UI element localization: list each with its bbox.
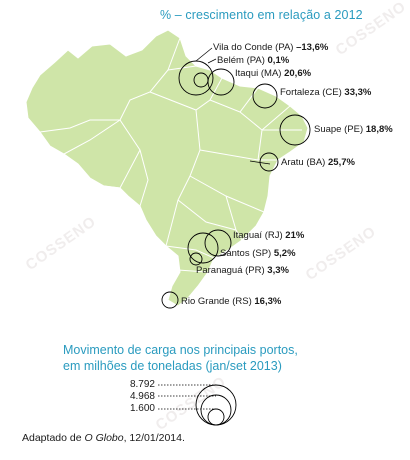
port-circle-paranagua: [189, 252, 203, 266]
legend-value-medium: 4.968: [129, 391, 155, 402]
port-circle-itaqui: [207, 68, 235, 96]
port-value: 18,8%: [365, 124, 393, 135]
port-name: Vila do Conde (PA): [213, 42, 294, 53]
port-name: Rio Grande (RS): [181, 296, 252, 307]
port-name: Suape (PE): [314, 124, 364, 135]
port-circle-itaguai: [204, 229, 232, 257]
state-borders: [39, 37, 302, 273]
port-value: 25,7%: [328, 157, 355, 168]
port-label-itaqui: Itaqui (MA) 20,6%: [235, 68, 311, 79]
port-label-rio-grande: Rio Grande (RS) 16,3%: [181, 296, 281, 307]
port-value: 0,1%: [267, 55, 290, 66]
port-label-suape: Suape (PE) 18,8%: [314, 124, 393, 135]
port-name: Fortaleza (CE): [280, 87, 342, 98]
port-circle-suape: [279, 114, 311, 146]
credit-source: O Globo: [84, 432, 124, 444]
port-name: Itaguaí (RJ): [233, 230, 283, 241]
port-value: 16,3%: [254, 296, 282, 307]
port-name: Itaqui (MA): [235, 68, 282, 79]
port-label-vila-do-conde: Vila do Conde (PA) –13,6%: [213, 42, 328, 53]
port-name: Santos (SP): [220, 248, 272, 259]
legend-value-large: 8.792: [129, 379, 155, 390]
port-name: Paranaguá (PR): [196, 265, 265, 276]
legend-circle-small: [207, 408, 225, 426]
port-circle-fortaleza: [252, 83, 278, 109]
legend-dotted-lines: [158, 384, 216, 410]
legend-title-line1: Movimento de carga nos principais portos…: [63, 343, 298, 357]
port-circle-santos: [187, 232, 219, 264]
port-label-belem: Belém (PA) 0,1%: [217, 55, 289, 66]
legend-circle-medium: [200, 394, 232, 426]
legend-value-small: 1.600: [129, 403, 155, 414]
port-value: 3,3%: [267, 265, 289, 276]
credit-suffix: , 12/01/2014.: [123, 432, 185, 444]
port-label-aratu: Aratu (BA) 25,7%: [281, 157, 355, 168]
port-circle-aratu: [259, 152, 279, 172]
source-credit: Adaptado de O Globo, 12/01/2014.: [22, 432, 185, 444]
legend-title-line2: em milhões de toneladas (jan/set 2013): [63, 359, 282, 373]
port-name: Belém (PA): [217, 55, 265, 66]
port-label-paranagua: Paranaguá (PR) 3,3%: [196, 265, 289, 276]
legend-circles: [195, 384, 237, 426]
port-value: 21%: [285, 230, 305, 241]
port-label-fortaleza: Fortaleza (CE) 33,3%: [280, 87, 371, 98]
port-circle-rio-grande: [161, 291, 179, 309]
port-label-itaguai: Itaguaí (RJ) 21%: [233, 230, 304, 241]
map-title: % – crescimento em relação a 2012: [160, 8, 363, 22]
credit-prefix: Adaptado de: [22, 432, 85, 444]
port-label-santos: Santos (SP) 5,2%: [220, 248, 296, 259]
port-value: 33,3%: [344, 87, 372, 98]
port-name: Aratu (BA): [281, 157, 326, 168]
port-value: 20,6%: [284, 68, 312, 79]
port-value: 5,2%: [273, 248, 296, 259]
port-value: –13,6%: [296, 42, 329, 53]
leader-lines: [195, 47, 271, 165]
